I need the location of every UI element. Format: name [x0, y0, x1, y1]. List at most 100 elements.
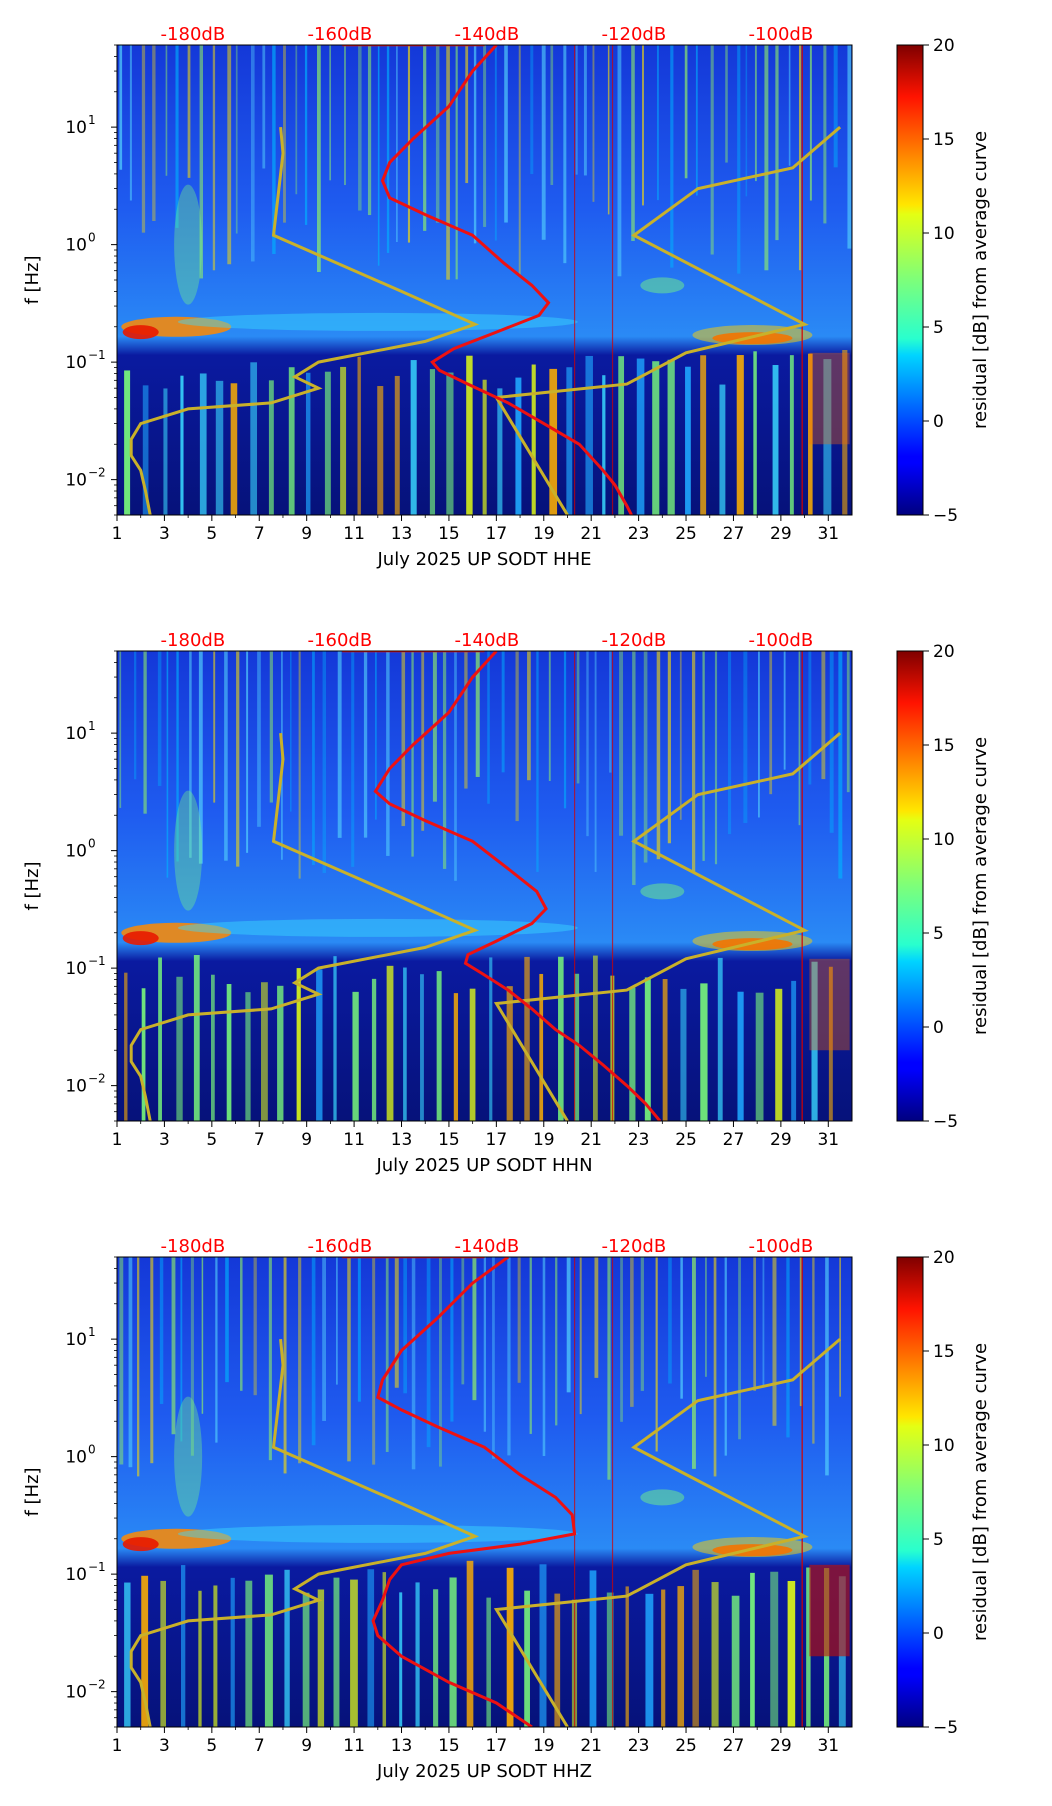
- low-freq-stripe: [680, 988, 687, 1121]
- colorbar-tick-label: 10: [933, 224, 955, 244]
- high-freq-stripe: [329, 45, 332, 181]
- colorbar-tick-label: 10: [933, 1436, 955, 1456]
- low-freq-stripe: [261, 982, 268, 1121]
- db-scale-label: -100dB: [749, 24, 814, 45]
- y-tick-label: 10: [65, 236, 87, 256]
- high-freq-stripe: [166, 651, 169, 878]
- high-freq-stripe: [225, 1257, 229, 1383]
- high-freq-stripe: [725, 45, 728, 163]
- high-freq-stripe: [347, 1257, 351, 1462]
- x-tick-label: 25: [675, 524, 697, 544]
- high-freq-stripe: [435, 45, 440, 223]
- high-freq-stripe: [548, 651, 551, 781]
- x-tick-label: 17: [486, 524, 508, 544]
- high-freq-stripe: [401, 651, 406, 827]
- low-freq-stripe: [531, 364, 536, 515]
- low-freq-stripe: [305, 372, 311, 515]
- high-freq-stripe: [691, 651, 696, 873]
- high-freq-stripe: [550, 45, 554, 185]
- high-freq-stripe: [656, 651, 661, 860]
- low-freq-stripe: [711, 1582, 719, 1727]
- x-tick-label: 1: [112, 524, 123, 544]
- high-freq-stripe: [583, 45, 587, 176]
- high-freq-stripe: [507, 1257, 511, 1456]
- x-tick-label: 1: [112, 1130, 123, 1150]
- high-freq-stripe: [272, 45, 276, 254]
- y-tick-exponent: −2: [88, 1072, 106, 1086]
- high-freq-stripe: [825, 1257, 829, 1476]
- low-freq-stripe: [539, 973, 544, 1121]
- low-noise-model-curve: [129, 732, 480, 1121]
- x-tick-label: 7: [254, 524, 265, 544]
- low-freq-stripe: [828, 966, 833, 1121]
- high-freq-stripe: [745, 45, 748, 197]
- high-freq-stripe: [455, 45, 458, 280]
- high-freq-stripe: [269, 651, 273, 803]
- microseism-band: [177, 918, 578, 937]
- low-freq-stripe: [806, 1567, 811, 1727]
- y-tick-label: 10: [65, 471, 87, 491]
- low-freq-stripe: [592, 955, 598, 1121]
- low-freq-stripe: [731, 1595, 740, 1727]
- low-freq-stripe: [736, 355, 744, 515]
- microseism-blob: [122, 931, 159, 946]
- low-freq-stripe: [753, 351, 757, 515]
- high-freq-stripe: [157, 651, 162, 786]
- high-freq-stripe: [403, 1257, 407, 1394]
- high-freq-stripe: [257, 651, 261, 827]
- low-freq-stripe: [449, 1577, 457, 1727]
- y-tick-exponent: 1: [88, 113, 96, 127]
- high-freq-stripe: [798, 651, 801, 826]
- x-tick-label: 7: [254, 1736, 265, 1756]
- high-freq-stripe: [758, 651, 760, 818]
- y-tick-label: 10: [65, 724, 87, 744]
- low-freq-stripe: [692, 1569, 699, 1727]
- low-freq-stripe: [842, 350, 848, 515]
- db-scale-label: -120dB: [602, 24, 667, 45]
- low-freq-stripe: [142, 385, 149, 515]
- low-freq-stripe: [750, 1572, 755, 1727]
- high-freq-stripe: [594, 1257, 599, 1378]
- x-tick-label: 1: [112, 1736, 123, 1756]
- low-freq-stripe: [141, 988, 146, 1121]
- high-noise-model-curve: [493, 731, 842, 1121]
- x-tick-label: 3: [159, 1130, 170, 1150]
- y-tick-label: 10: [65, 1077, 87, 1097]
- high-freq-stripe: [322, 651, 327, 874]
- high-freq-stripe: [753, 1257, 757, 1391]
- x-tick-label: 5: [206, 1736, 217, 1756]
- high-freq-stripe: [128, 1257, 133, 1468]
- high-freq-stripe: [165, 45, 168, 176]
- high-freq-stripe: [494, 45, 497, 241]
- high-freq-stripe: [492, 1257, 495, 1459]
- y-axis-label: f [Hz]: [22, 861, 43, 910]
- high-freq-stripe: [224, 651, 228, 861]
- x-tick-label: 27: [723, 1736, 745, 1756]
- high-freq-stripe: [304, 45, 308, 225]
- low-freq-stripe: [264, 1574, 273, 1727]
- colorbar-tick-label: 0: [933, 1624, 944, 1644]
- low-freq-stripe: [506, 986, 513, 1121]
- x-tick-label: 25: [675, 1130, 697, 1150]
- x-tick-label: 31: [817, 1736, 839, 1756]
- high-freq-stripe: [317, 45, 321, 272]
- y-tick-exponent: 0: [88, 837, 96, 851]
- high-freq-stripe: [475, 651, 480, 777]
- high-freq-stripe: [631, 45, 635, 241]
- activity-column: [809, 958, 850, 1051]
- plot-area: [117, 651, 852, 1121]
- low-freq-stripe: [652, 361, 660, 515]
- low-freq-stripe: [180, 1565, 186, 1727]
- colorbar-tick-label: −5: [933, 506, 958, 526]
- db-scale-label: -180dB: [161, 24, 226, 45]
- low-freq-stripe: [549, 368, 558, 515]
- high-freq-stripe: [446, 45, 450, 280]
- high-freq-stripe: [642, 45, 644, 206]
- low-freq-stripe: [245, 992, 251, 1121]
- high-freq-stripe: [798, 45, 802, 271]
- colorbar-tick-label: 15: [933, 736, 955, 756]
- y-axis-label: f [Hz]: [22, 1467, 43, 1516]
- low-freq-stripe: [277, 985, 284, 1121]
- colorbar: [896, 44, 924, 516]
